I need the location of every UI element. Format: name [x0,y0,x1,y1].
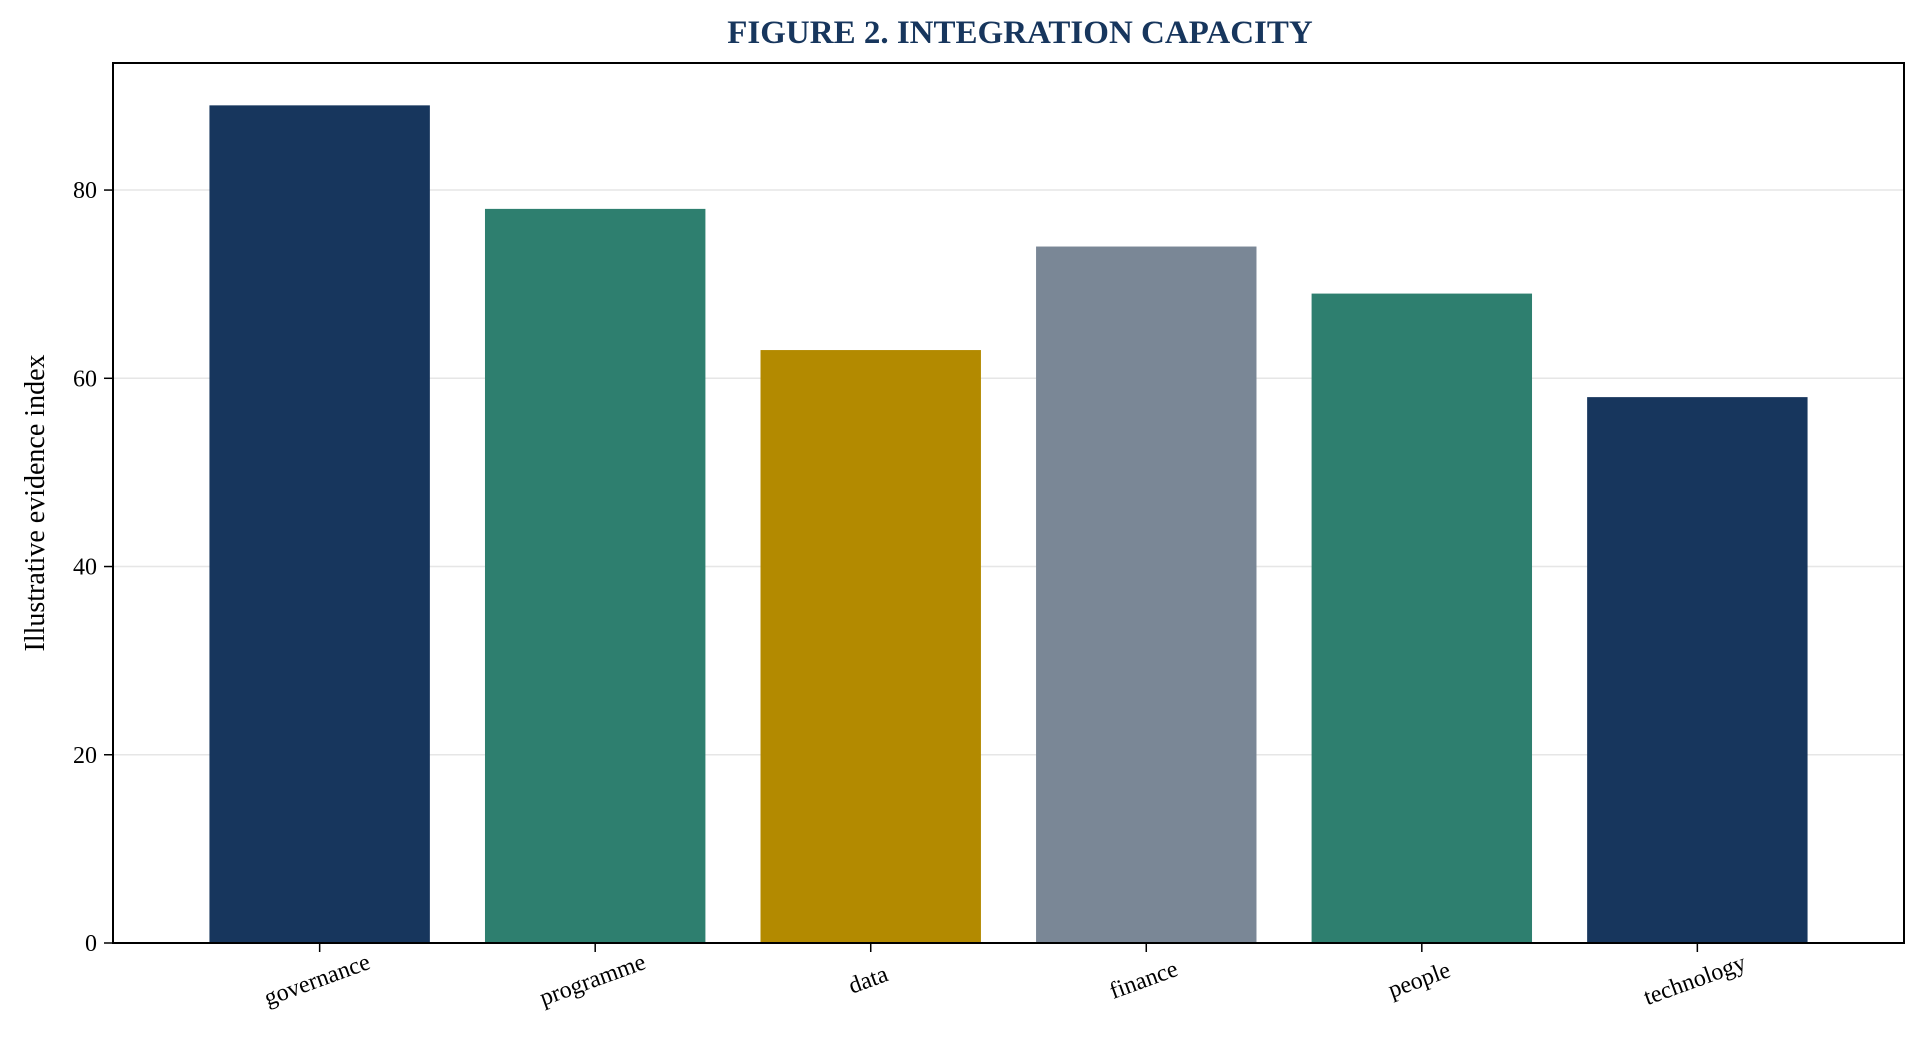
x-tick-label-governance: governance [261,949,374,1011]
x-tick-label-data: data [845,961,892,999]
y-tick-label-0: 0 [85,931,97,957]
y-tick-label-40: 40 [73,555,97,581]
bar-finance [1036,246,1257,943]
y-tick-label-80: 80 [73,178,97,204]
chart-title: FIGURE 2. INTEGRATION CAPACITY [727,15,1313,51]
y-tick-label-60: 60 [73,366,97,392]
x-tick-label-programme: programme [536,949,649,1011]
x-tick-label-people: people [1385,957,1454,1003]
x-tick-label-finance: finance [1106,956,1181,1005]
y-axis: 0 20 40 60 80 [73,178,113,957]
bar-people [1311,293,1533,943]
bar-governance [209,105,430,943]
x-tick-label-technology: technology [1640,950,1749,1011]
bar-data [760,350,981,943]
y-axis-label: Illustrative evidence index [20,355,51,652]
plot-frame [112,62,1905,944]
bars [209,105,1808,944]
x-axis: governance programme data finance people tech… [261,943,1750,1012]
bar-programme [484,208,706,944]
bar-technology [1587,397,1808,943]
y-tick-label-20: 20 [73,743,97,769]
